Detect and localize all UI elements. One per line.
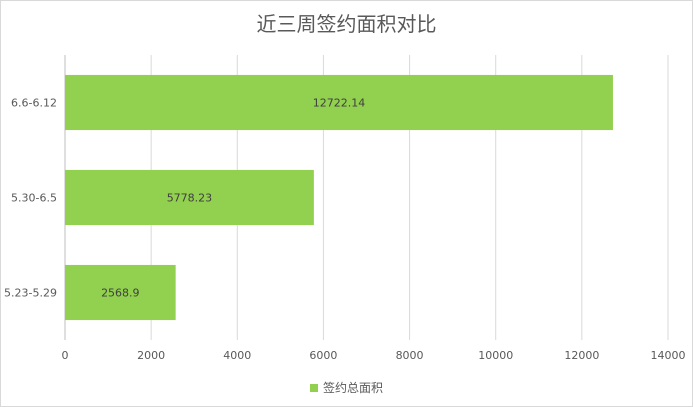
legend: 签约总面积 [0,379,693,396]
bar-value-label: 5778.23 [167,192,213,205]
category-label: 6.6-6.12 [11,97,57,110]
bar-value-label: 2568.9 [101,287,140,300]
bar [65,74,613,131]
bar [65,264,176,321]
x-tick-label: 14000 [651,349,686,362]
bar-value-label: 12722.14 [313,97,366,110]
chart-title: 近三周签约面积对比 [256,12,437,36]
x-tick-label: 6000 [309,349,337,362]
x-tick-label: 4000 [223,349,251,362]
x-tick-label: 10000 [478,349,513,362]
bar [65,169,314,226]
x-tick-label: 12000 [564,349,599,362]
x-tick-label: 0 [62,349,69,362]
legend-label: 签约总面积 [322,381,383,395]
x-tick-label: 2000 [137,349,165,362]
x-tick-label: 8000 [396,349,424,362]
category-label: 5.23-5.29 [4,287,57,300]
legend-swatch [309,383,318,392]
category-label: 5.30-6.5 [11,192,57,205]
